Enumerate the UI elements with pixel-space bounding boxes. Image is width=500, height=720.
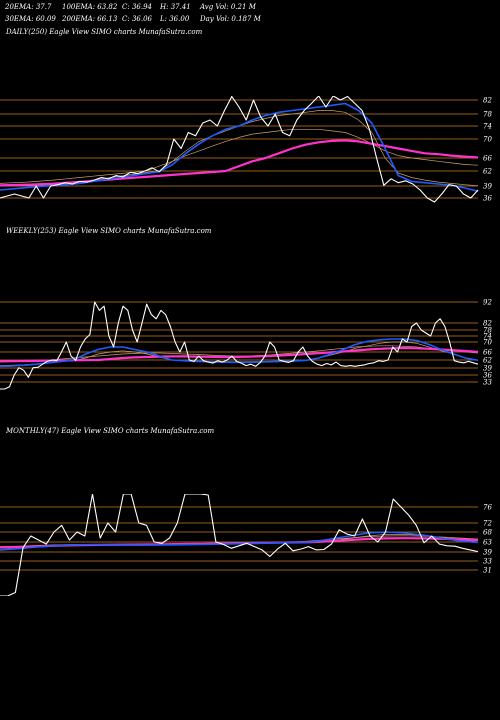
y-tick-label: 39	[483, 365, 492, 373]
y-tick-label: 70	[483, 339, 492, 347]
y-tick-label: 63	[483, 539, 492, 547]
y-tick-label: 78	[483, 111, 492, 119]
header-low: L: 36.00	[160, 15, 190, 23]
y-tick-label: 68	[483, 529, 492, 537]
ema100-line	[0, 128, 479, 184]
header-20ema: 20EMA: 37.7	[5, 3, 52, 11]
daily-chart: 82 78 74 70 66 62 39 36	[0, 96, 492, 203]
y-tick-label: 76	[483, 504, 492, 512]
y-tick-label: 62	[483, 168, 492, 176]
y-tick-label: 82	[483, 320, 492, 328]
y-tick-label: 33	[483, 558, 492, 566]
ema20-line	[0, 531, 479, 551]
y-tick-label: 74	[483, 123, 492, 131]
y-tick-label: 78	[483, 327, 492, 335]
header-avg-vol: Avg Vol: 0.21 M	[200, 3, 256, 11]
y-tick-label: 39	[483, 183, 492, 191]
ema30-line	[0, 110, 479, 187]
y-tick-label: 92	[483, 299, 492, 307]
y-tick-label: 39	[483, 549, 492, 557]
price-line	[0, 494, 479, 596]
y-tick-label: 74	[483, 333, 492, 341]
y-tick-label: 82	[483, 97, 492, 105]
header-close: C: 36.94	[122, 3, 152, 11]
y-tick-label: 36	[483, 195, 492, 203]
y-tick-label: 36	[483, 372, 492, 380]
header-day-vol: Day Vol: 0.187 M	[200, 15, 261, 23]
price-line	[0, 301, 479, 390]
header-30ema: 30EMA: 60.09	[5, 15, 56, 23]
monthly-panel-title: MONTHLY(47) Eagle View SIMO charts Munaf…	[6, 427, 215, 435]
y-tick-label: 66	[483, 349, 492, 357]
weekly-panel-title: WEEKLY(253) Eagle View SIMO charts Munaf…	[6, 227, 212, 235]
header-close-2: C: 36.06	[122, 15, 152, 23]
header-high: H: 37.41	[160, 3, 191, 11]
y-tick-label: 33	[483, 379, 492, 387]
price-line	[0, 96, 479, 203]
header-200ema: 200EMA: 66.13	[62, 15, 118, 23]
y-tick-label: 31	[483, 567, 492, 575]
ema200-line	[0, 346, 479, 363]
y-tick-label: 62	[483, 357, 492, 365]
daily-panel-title: DAILY(250) Eagle View SIMO charts Munafa…	[6, 28, 203, 36]
ema20-line	[0, 102, 479, 192]
y-tick-label: 72	[483, 520, 492, 528]
y-tick-label: 70	[483, 136, 492, 144]
header-100ema: 100EMA: 63.82	[62, 3, 118, 11]
y-tick-label: 66	[483, 155, 492, 163]
